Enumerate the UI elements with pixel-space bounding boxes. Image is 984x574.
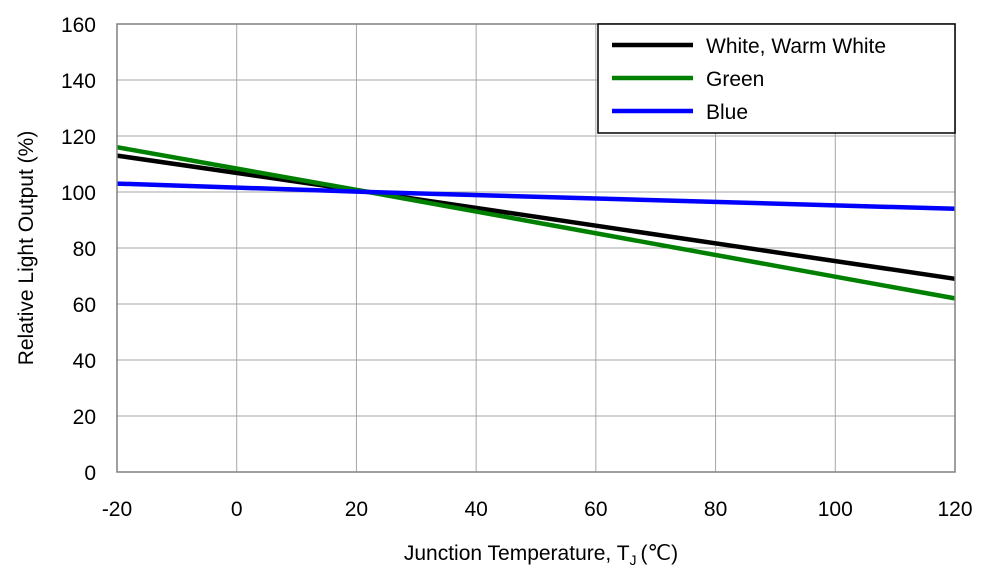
x-axis-label: Junction Temperature, TJ (℃) <box>404 542 678 568</box>
series-line <box>116 144 956 301</box>
x-tick-label: 20 <box>345 498 368 521</box>
x-tick-label: 60 <box>584 498 607 521</box>
x-tick-label: 80 <box>704 498 727 521</box>
y-tick-label: 80 <box>73 238 96 261</box>
legend-label: White, Warm White <box>706 35 886 58</box>
y-tick-label: 140 <box>61 70 96 93</box>
x-axis-label-main: Junction Temperature, T <box>404 542 630 565</box>
y-tick-label: 160 <box>61 14 96 37</box>
x-tick-labels: -20 0 20 40 60 80 100 120 <box>102 498 973 521</box>
x-axis-label-subscript: J <box>630 552 637 568</box>
series-lines <box>116 144 956 301</box>
x-tick-label: 0 <box>231 498 243 521</box>
plot-frame <box>116 23 956 473</box>
y-tick-label: 120 <box>61 126 96 149</box>
series-line <box>116 153 956 282</box>
x-tick-label: 100 <box>818 498 853 521</box>
y-tick-label: 0 <box>84 462 96 485</box>
legend-label: Blue <box>706 101 748 124</box>
y-axis-label: Relative Light Output (%) <box>15 131 38 366</box>
legend-label: Green <box>706 68 764 91</box>
x-tick-label: 120 <box>937 498 972 521</box>
x-tick-label: -20 <box>102 498 132 521</box>
x-tick-label: 40 <box>464 498 487 521</box>
y-tick-label: 100 <box>61 182 96 205</box>
y-tick-label: 40 <box>73 350 96 373</box>
legend: White, Warm White Green Blue <box>597 23 956 134</box>
y-tick-label: 20 <box>73 406 96 429</box>
x-axis-label-unit: (℃) <box>641 542 679 565</box>
series-line <box>116 181 956 212</box>
y-tick-label: 60 <box>73 294 96 317</box>
y-tick-labels: 0 20 40 60 80 100 120 140 160 <box>61 14 96 485</box>
